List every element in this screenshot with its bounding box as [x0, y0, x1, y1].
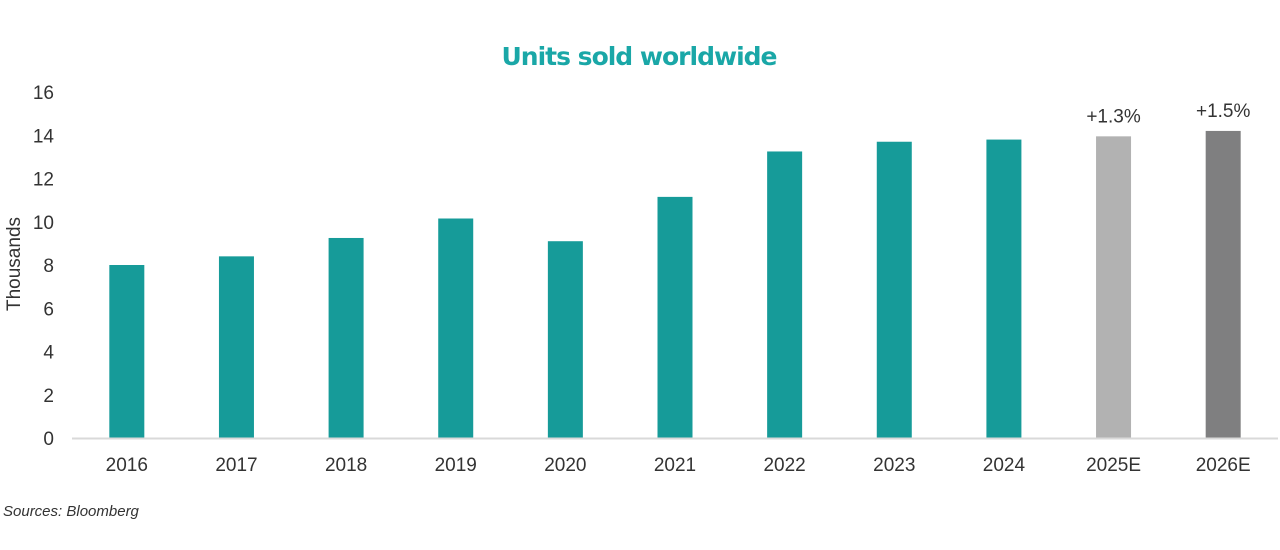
y-axis-label: Thousands [4, 217, 25, 311]
bars [109, 130, 1241, 439]
source-note: Sources: Bloomberg [3, 503, 139, 520]
x-tick-label: 2016 [106, 455, 148, 476]
y-tick-label: 10 [33, 213, 54, 234]
bar-2018 [328, 237, 364, 438]
x-tick-label: 2025E [1086, 455, 1141, 476]
bar-annotations: +1.3% +1.5% [1086, 101, 1250, 127]
x-axis-ticks: 2016 2017 2018 2019 2020 2021 2022 2023 2024 2025… [106, 455, 1251, 476]
y-tick-label: 14 [33, 126, 55, 147]
annotation-2026e: +1.5% [1196, 101, 1251, 122]
bar-2026e [1205, 130, 1241, 439]
x-tick-label: 2022 [763, 455, 805, 476]
x-tick-label: 2018 [325, 455, 367, 476]
y-tick-label: 8 [43, 256, 54, 277]
x-tick-label: 2026E [1196, 455, 1251, 476]
y-tick-label: 16 [33, 83, 54, 104]
bar-2016 [109, 265, 145, 438]
x-tick-label: 2023 [873, 455, 915, 476]
y-tick-label: 12 [33, 170, 54, 191]
bar-2024 [986, 139, 1022, 438]
y-tick-label: 2 [43, 386, 54, 407]
x-tick-label: 2019 [435, 455, 477, 476]
chart-title: Units sold worldwide [501, 42, 776, 71]
x-tick-label: 2024 [983, 455, 1026, 476]
y-tick-label: 4 [43, 343, 54, 364]
y-tick-label: 6 [43, 299, 54, 320]
bar-2021 [657, 196, 693, 438]
bar-2025e [1096, 136, 1132, 439]
x-tick-label: 2021 [654, 455, 696, 476]
bar-2020 [547, 241, 583, 438]
annotation-2025e: +1.3% [1086, 106, 1141, 127]
bar-2019 [438, 218, 474, 438]
x-tick-label: 2017 [215, 455, 257, 476]
x-tick-label: 2020 [544, 455, 586, 476]
y-axis-ticks: 0 2 4 6 8 10 12 14 16 [33, 83, 55, 450]
bar-2017 [218, 256, 254, 438]
bar-2022 [767, 151, 803, 438]
y-tick-label: 0 [43, 429, 54, 450]
bar-2023 [876, 141, 912, 439]
